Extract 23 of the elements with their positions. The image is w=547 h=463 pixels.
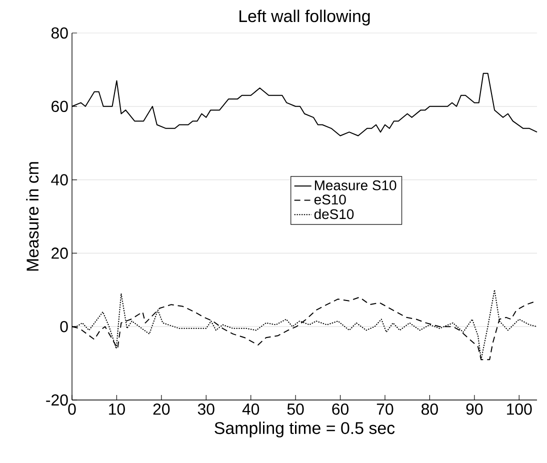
x-tick-label: 90 (466, 404, 483, 415)
x-tick-label: 10 (109, 404, 125, 415)
x-tick-label: 30 (198, 404, 214, 415)
x-tick-label: 40 (242, 404, 260, 415)
legend-label: deS10 (314, 208, 354, 220)
x-axis-title: Sampling time = 0.5 sec (214, 422, 395, 438)
x-tick-label: 80 (422, 404, 438, 415)
y-tick-label: 20 (52, 248, 68, 259)
y-tick-label: 60 (52, 100, 68, 112)
y-axis-title: Measure in cm (26, 162, 39, 271)
x-tick-label: 0 (68, 404, 76, 415)
y-tick-label: 40 (51, 174, 68, 186)
x-tick-label: 20 (153, 404, 170, 415)
legend-label: Measure S10 (314, 180, 396, 190)
x-tick-label: 50 (287, 404, 304, 415)
legend-label: eS10 (314, 194, 346, 205)
y-tick-label: 80 (51, 27, 68, 39)
x-tick-label: 100 (507, 404, 532, 415)
x-tick-label: 60 (332, 404, 349, 415)
y-tick-label: -20 (46, 394, 68, 406)
chart-title: Left wall following (240, 10, 370, 26)
x-tick-label: 70 (376, 404, 394, 415)
y-tick-label: 0 (60, 320, 68, 332)
